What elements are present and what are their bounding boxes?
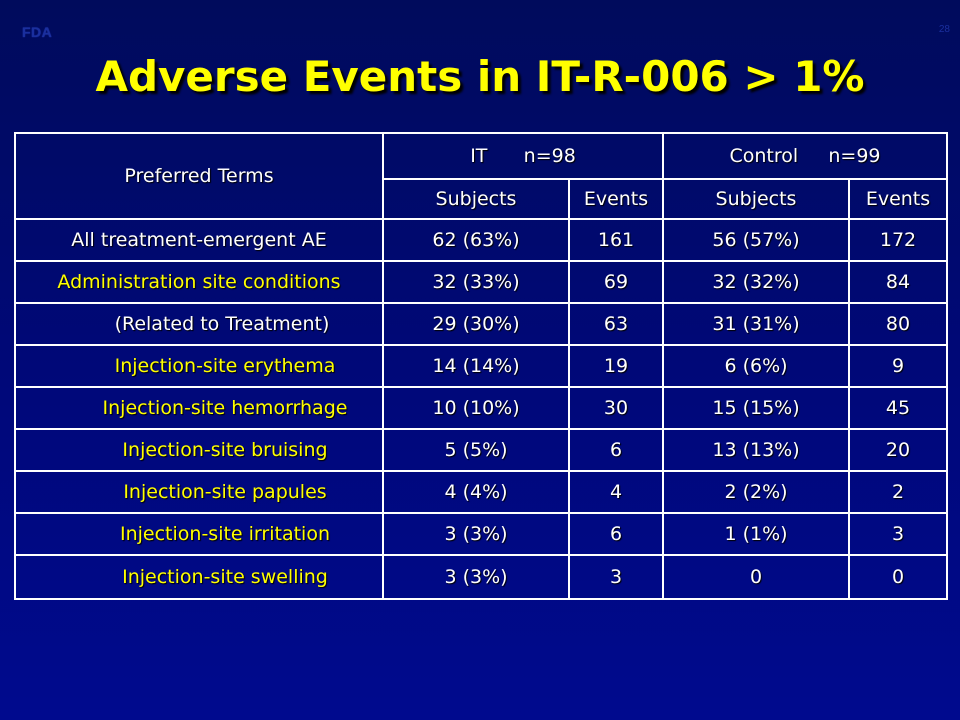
- row-term: (Related to Treatment): [14, 302, 384, 346]
- it-subjects-cell: 14 (14%): [382, 344, 570, 388]
- it-events-cell: 3: [568, 554, 664, 600]
- row-term: Injection-site bruising: [14, 428, 384, 472]
- slide-number: 28: [938, 24, 950, 35]
- row-term: Injection-site papules: [14, 470, 384, 514]
- table-row: (Related to Treatment) 29 (30%) 63 31 (3…: [14, 302, 948, 346]
- control-group-header: Control n=99: [662, 132, 948, 180]
- it-events-header: Events: [568, 178, 664, 220]
- it-subjects-cell: 62 (63%): [382, 218, 570, 262]
- control-events-cell: 80: [848, 302, 948, 346]
- control-subjects-cell: 13 (13%): [662, 428, 850, 472]
- control-subjects-cell: 6 (6%): [662, 344, 850, 388]
- control-events-cell: 84: [848, 260, 948, 304]
- it-events-cell: 6: [568, 512, 664, 556]
- control-events-cell: 0: [848, 554, 948, 600]
- control-events-cell: 172: [848, 218, 948, 262]
- table-row: Injection-site irritation 3 (3%) 6 1 (1%…: [14, 512, 948, 556]
- table-row: Injection-site erythema 14 (14%) 19 6 (6…: [14, 344, 948, 388]
- control-events-cell: 3: [848, 512, 948, 556]
- control-subjects-cell: 31 (31%): [662, 302, 850, 346]
- control-subjects-header: Subjects: [662, 178, 850, 220]
- it-events-cell: 4: [568, 470, 664, 514]
- it-events-cell: 63: [568, 302, 664, 346]
- table-subheader-row: Subjects Events Subjects Events: [15, 178, 948, 220]
- table-header-row: Preferred Terms IT n=98 Control n=99: [14, 132, 948, 220]
- fda-logo: FDA: [22, 24, 53, 40]
- it-subjects-cell: 3 (3%): [382, 512, 570, 556]
- control-subjects-cell: 15 (15%): [662, 386, 850, 430]
- table-row: Injection-site hemorrhage 10 (10%) 30 15…: [14, 386, 948, 430]
- control-subjects-cell: 2 (2%): [662, 470, 850, 514]
- control-events-cell: 45: [848, 386, 948, 430]
- it-events-cell: 161: [568, 218, 664, 262]
- it-subjects-cell: 32 (33%): [382, 260, 570, 304]
- it-events-cell: 69: [568, 260, 664, 304]
- it-subjects-cell: 3 (3%): [382, 554, 570, 600]
- row-term: Injection-site swelling: [14, 554, 384, 600]
- it-group-header: IT n=98: [382, 132, 664, 180]
- it-subjects-header: Subjects: [382, 178, 570, 220]
- it-events-cell: 30: [568, 386, 664, 430]
- table-row: Administration site conditions 32 (33%) …: [14, 260, 948, 304]
- row-term: Injection-site irritation: [14, 512, 384, 556]
- control-subjects-cell: 1 (1%): [662, 512, 850, 556]
- control-events-cell: 9: [848, 344, 948, 388]
- control-subjects-cell: 56 (57%): [662, 218, 850, 262]
- it-events-cell: 6: [568, 428, 664, 472]
- table-row: Injection-site papules 4 (4%) 4 2 (2%) 2: [14, 470, 948, 514]
- row-term: All treatment-emergent AE: [14, 218, 384, 262]
- it-subjects-cell: 4 (4%): [382, 470, 570, 514]
- table-row: Injection-site swelling 3 (3%) 3 0 0: [14, 554, 948, 600]
- control-subjects-cell: 0: [662, 554, 850, 600]
- adverse-events-table: Preferred Terms IT n=98 Control n=99 Sub…: [14, 132, 948, 600]
- row-term: Administration site conditions: [14, 260, 384, 304]
- it-events-cell: 19: [568, 344, 664, 388]
- row-term: Injection-site hemorrhage: [14, 386, 384, 430]
- row-term: Injection-site erythema: [14, 344, 384, 388]
- it-subjects-cell: 5 (5%): [382, 428, 570, 472]
- control-events-cell: 2: [848, 470, 948, 514]
- control-events-cell: 20: [848, 428, 948, 472]
- table-row: All treatment-emergent AE 62 (63%) 161 5…: [14, 218, 948, 262]
- control-events-header: Events: [848, 178, 948, 220]
- slide-title: Adverse Events in IT-R-006 > 1%: [95, 52, 865, 101]
- it-subjects-cell: 10 (10%): [382, 386, 570, 430]
- it-subjects-cell: 29 (30%): [382, 302, 570, 346]
- control-subjects-cell: 32 (32%): [662, 260, 850, 304]
- preferred-terms-header: Preferred Terms: [14, 132, 384, 220]
- table-row: Injection-site bruising 5 (5%) 6 13 (13%…: [14, 428, 948, 472]
